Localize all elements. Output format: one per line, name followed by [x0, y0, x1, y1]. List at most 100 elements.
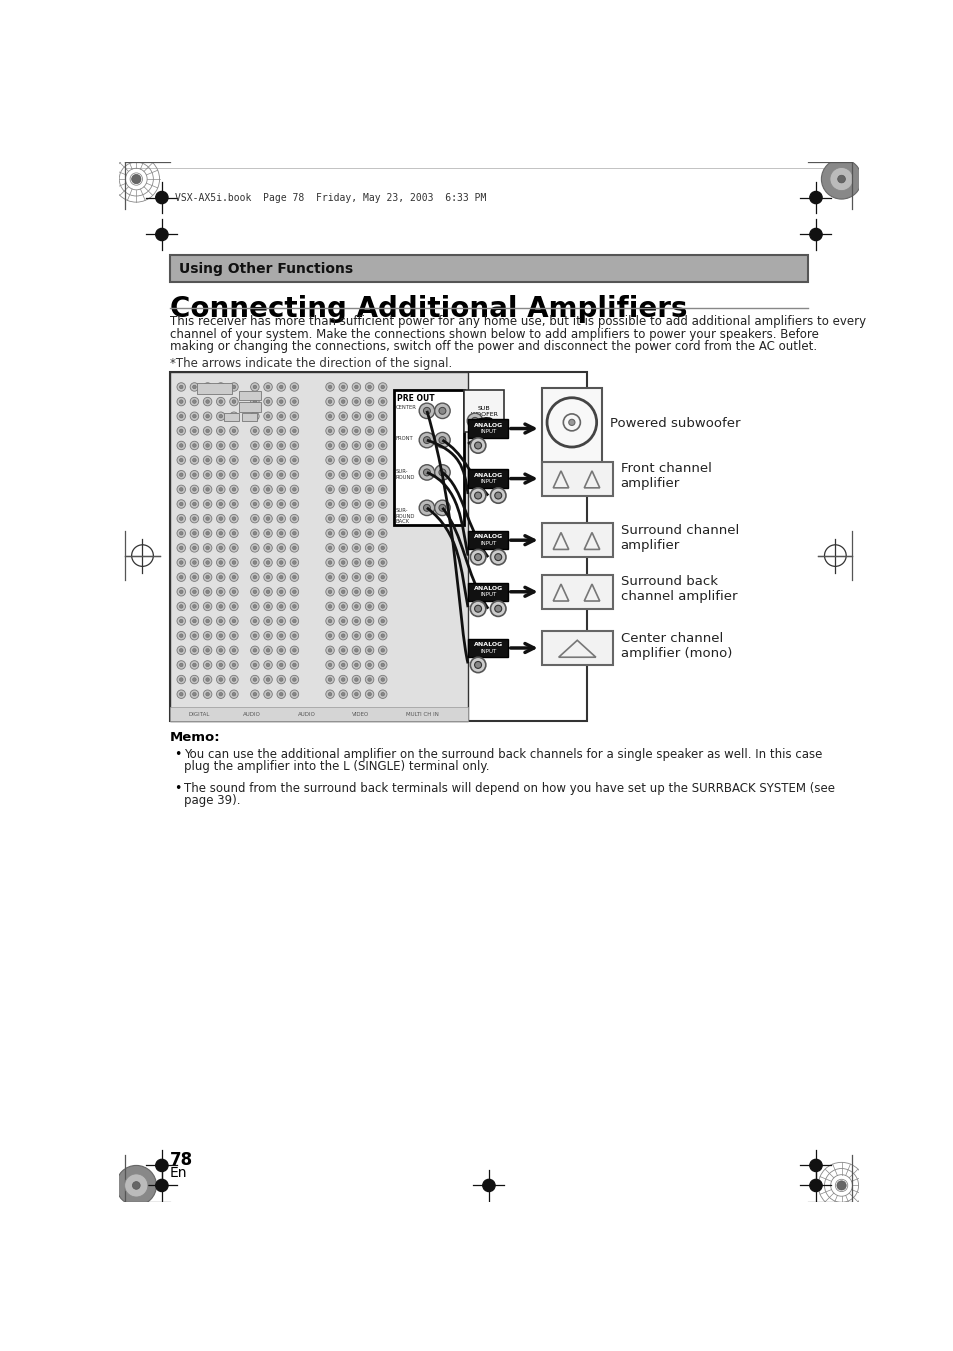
Circle shape [193, 648, 196, 653]
Circle shape [264, 412, 272, 420]
Text: Surround back
channel amplifier: Surround back channel amplifier [620, 576, 737, 604]
Circle shape [230, 397, 238, 405]
Circle shape [368, 663, 371, 666]
Circle shape [471, 417, 478, 424]
Circle shape [216, 543, 225, 553]
Circle shape [368, 430, 371, 432]
Circle shape [155, 228, 168, 240]
Circle shape [365, 427, 374, 435]
Circle shape [355, 443, 357, 447]
Circle shape [352, 515, 360, 523]
Circle shape [219, 693, 222, 696]
Circle shape [206, 385, 209, 389]
Circle shape [206, 648, 209, 653]
Bar [468, 419, 508, 438]
Circle shape [293, 619, 295, 623]
Circle shape [368, 415, 371, 417]
Text: Center channel
amplifier (mono): Center channel amplifier (mono) [620, 632, 731, 659]
Circle shape [438, 436, 445, 443]
Circle shape [179, 488, 183, 492]
Circle shape [293, 385, 295, 389]
Circle shape [378, 603, 387, 611]
Circle shape [251, 412, 259, 420]
Circle shape [251, 543, 259, 553]
Circle shape [251, 558, 259, 567]
Circle shape [230, 382, 238, 392]
Bar [468, 639, 508, 657]
Circle shape [203, 530, 212, 538]
Circle shape [355, 663, 357, 666]
Circle shape [203, 661, 212, 669]
Circle shape [179, 430, 183, 432]
Circle shape [253, 561, 256, 565]
Circle shape [276, 470, 285, 480]
Circle shape [293, 400, 295, 404]
Circle shape [328, 503, 332, 505]
Circle shape [338, 470, 347, 480]
Bar [170, 708, 468, 721]
Circle shape [279, 561, 283, 565]
Circle shape [495, 492, 501, 499]
Circle shape [253, 517, 256, 520]
Circle shape [368, 605, 371, 608]
Circle shape [230, 661, 238, 669]
Circle shape [368, 517, 371, 520]
Circle shape [378, 646, 387, 654]
Circle shape [482, 1179, 495, 1192]
Circle shape [203, 500, 212, 508]
Circle shape [438, 469, 445, 476]
Circle shape [290, 588, 298, 596]
Circle shape [352, 676, 360, 684]
Circle shape [365, 661, 374, 669]
Circle shape [206, 663, 209, 666]
Circle shape [206, 546, 209, 550]
Circle shape [251, 470, 259, 480]
Circle shape [328, 443, 332, 447]
Circle shape [380, 546, 384, 550]
Circle shape [378, 470, 387, 480]
Circle shape [809, 192, 821, 204]
Bar [241, 413, 257, 422]
Circle shape [253, 531, 256, 535]
Circle shape [293, 517, 295, 520]
Circle shape [179, 663, 183, 666]
Bar [170, 373, 468, 721]
Circle shape [365, 646, 374, 654]
Circle shape [177, 442, 185, 450]
Circle shape [179, 576, 183, 580]
Circle shape [232, 458, 235, 462]
Circle shape [253, 546, 256, 550]
Circle shape [216, 442, 225, 450]
Circle shape [264, 515, 272, 523]
Circle shape [325, 427, 334, 435]
Circle shape [203, 617, 212, 626]
Circle shape [177, 646, 185, 654]
Circle shape [253, 473, 256, 477]
Circle shape [325, 543, 334, 553]
Circle shape [219, 503, 222, 505]
Circle shape [190, 485, 198, 493]
Circle shape [378, 573, 387, 581]
Circle shape [290, 543, 298, 553]
Circle shape [253, 458, 256, 462]
Circle shape [219, 619, 222, 623]
Circle shape [177, 543, 185, 553]
Circle shape [328, 546, 332, 550]
Circle shape [290, 603, 298, 611]
Circle shape [341, 488, 345, 492]
Circle shape [179, 546, 183, 550]
Circle shape [290, 442, 298, 450]
Circle shape [352, 382, 360, 392]
Circle shape [193, 531, 196, 535]
Circle shape [232, 488, 235, 492]
Circle shape [378, 617, 387, 626]
Circle shape [378, 442, 387, 450]
Circle shape [232, 517, 235, 520]
Circle shape [276, 690, 285, 698]
Circle shape [490, 601, 505, 616]
Circle shape [216, 617, 225, 626]
Circle shape [328, 473, 332, 477]
Circle shape [190, 442, 198, 450]
Circle shape [206, 443, 209, 447]
Circle shape [470, 488, 485, 503]
